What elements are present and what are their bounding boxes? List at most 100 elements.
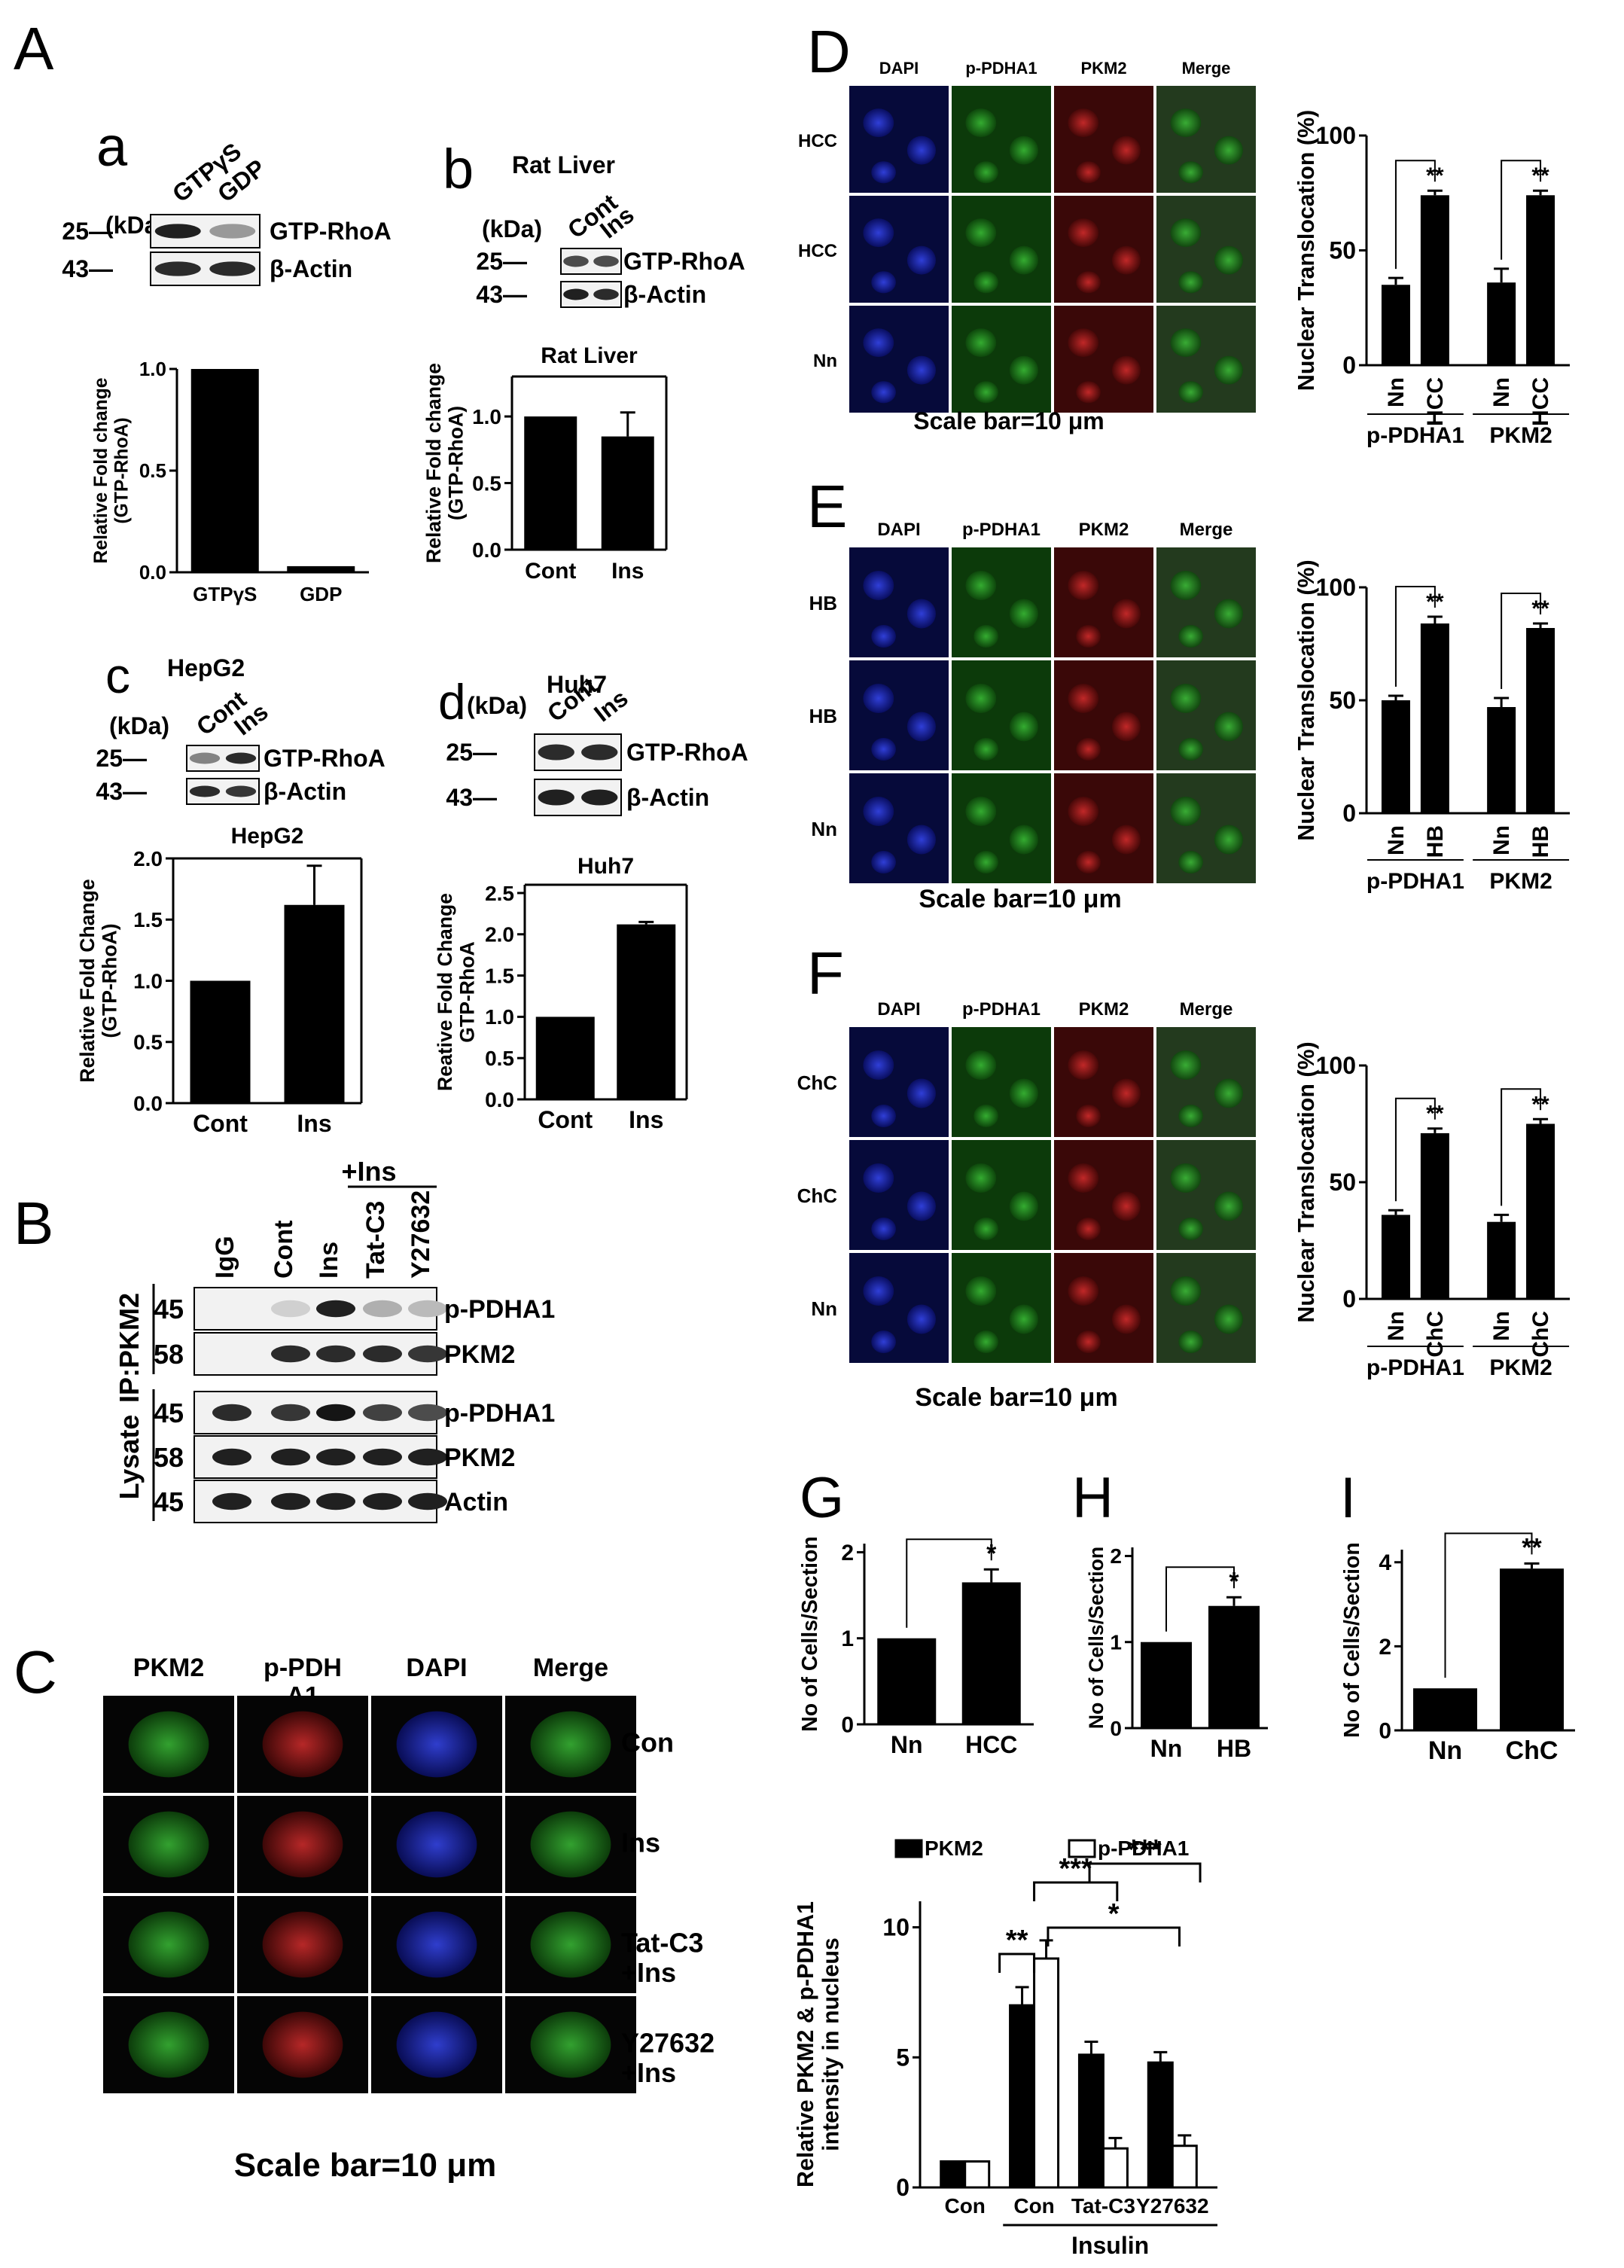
y-axis-label: Relative Fold change(GTP-RhoA) (91, 378, 132, 564)
x-tick-label: Nn (1489, 825, 1514, 855)
micro-cell (1111, 599, 1141, 629)
sig-bracket (1501, 160, 1542, 260)
y-axis-label: Relative Fold Change(GTP-RhoA) (76, 879, 120, 1082)
micro-cell (973, 161, 998, 184)
group-label: Insulin (1071, 2232, 1149, 2259)
micro-row-label: ChC (797, 1072, 838, 1094)
micro-cell (1111, 825, 1141, 855)
x-tick-label: Ins (629, 1106, 663, 1133)
blot-band (408, 1404, 447, 1422)
y-tick-label: 1.0 (485, 1005, 514, 1029)
micro-cell (262, 1811, 343, 1878)
x-tick-label: Nn (891, 1731, 923, 1758)
mw-marker: 58 (154, 1442, 184, 1473)
bar (1077, 2053, 1105, 2189)
lane-label: Y27632 (407, 1190, 435, 1279)
micro-cell (1170, 1163, 1202, 1193)
blot-band (271, 1345, 310, 1363)
bar (1413, 1688, 1477, 1730)
micro-cell (871, 1331, 896, 1353)
micro-tile (952, 1253, 1051, 1363)
micro-col-label: p-PDHA1 (962, 999, 1041, 1020)
micro-cell (1178, 738, 1203, 761)
micro-cell (530, 2011, 611, 2078)
y-axis-label: Relative PKM2 & p-PDHA1intensity in nucl… (793, 1901, 844, 2187)
micro-cell (1076, 271, 1101, 294)
blot-band (593, 288, 619, 300)
y-tick-label: 2.0 (133, 847, 163, 870)
y-tick-label: 1.5 (133, 908, 163, 931)
micro-cell (396, 1811, 477, 1878)
micro-cell (965, 684, 997, 713)
micro-col-label: Merge (1180, 999, 1233, 1020)
sig-marker: ** (1426, 163, 1444, 188)
micro-cell (396, 1711, 477, 1778)
chart-Aa: 0.0 0.5 1.0 Relative Fold change(GTP-RhoA) G… (91, 358, 369, 605)
bar (524, 416, 577, 550)
micro-cell (906, 245, 936, 275)
micro-cell (1009, 245, 1038, 275)
micro-cell (1068, 218, 1099, 248)
sig-bracket (1501, 1088, 1542, 1206)
blot-band (581, 789, 618, 806)
micro-row-label: HCC (798, 131, 837, 151)
sig-marker: ** (1531, 1092, 1549, 1117)
micro-tile (952, 196, 1051, 303)
bar (1526, 195, 1555, 365)
group-label: p-PDHA1 (1367, 423, 1464, 448)
mw-marker: 25— (476, 248, 527, 275)
micro-cell (1170, 684, 1202, 713)
chart-title: Rat Liver (541, 343, 638, 368)
scale-bar-label: Scale bar=10 μm (919, 885, 1121, 913)
micro-cell (871, 1218, 896, 1240)
micro-cell (965, 218, 997, 248)
chart-H: 0 1 2No of Cells/Section Nn HB * (1085, 1544, 1268, 1762)
blot-band (316, 1300, 355, 1318)
chart-I: 0 2 4 No of Cells/Section Nn ChC ** (1340, 1532, 1575, 1765)
micro-cell (973, 271, 998, 294)
micro-tile (1156, 306, 1256, 413)
legend-label: PKM2 (925, 1837, 983, 1860)
sig-bracket (1165, 1566, 1235, 1632)
sig-marker: ** (1426, 1102, 1444, 1126)
micro-cell (1009, 712, 1038, 742)
y-axis-label: Nuclear Translocation (%) (1293, 1041, 1319, 1322)
micro-cell (1068, 571, 1099, 600)
y-tick-label: 0 (841, 1713, 854, 1738)
sig-bracket (1394, 160, 1436, 270)
micro-row-label: HCC (798, 241, 837, 261)
micro-cell (1178, 161, 1203, 184)
micro-cell (965, 797, 997, 826)
sig-bracket (1394, 586, 1436, 687)
y-tick-label: 0.0 (485, 1088, 514, 1111)
y-tick-label: 5 (896, 2044, 910, 2071)
blot-band (209, 224, 256, 239)
micro-cell (1009, 1078, 1038, 1108)
lane-label: IgG (211, 1236, 239, 1279)
micro-cell (973, 851, 998, 873)
micro-cell (973, 738, 998, 761)
y-tick-label: 50 (1329, 1169, 1356, 1196)
bar (1033, 1957, 1060, 2189)
mw-marker: 43— (446, 784, 497, 811)
sig-marker: ** (1522, 1533, 1542, 1562)
y-tick-label: 2.0 (485, 923, 514, 947)
blot-band (363, 1492, 402, 1510)
blot-band (154, 224, 201, 239)
blot-band (316, 1345, 355, 1363)
y-tick-label: 0.5 (139, 459, 166, 482)
micro-cell (1170, 328, 1202, 358)
micro-cell (973, 1218, 998, 1240)
y-tick-label: 10 (882, 1914, 910, 1941)
chart-Ad: 0.0 0.5 1.0 1.5 2.0 2.5 Reative Fold ChangeGTP… (434, 854, 688, 1133)
sig-bracket (1088, 1862, 1202, 1882)
micro-row-label: Ins (621, 1828, 660, 1858)
y-tick-label: 0.5 (472, 471, 501, 495)
x-tick-label: Y27632 (1136, 2194, 1209, 2218)
micro-cell (262, 2011, 343, 2078)
y-tick-label: 1.5 (485, 964, 514, 987)
mw-marker: 43— (476, 281, 527, 308)
micro-col-label: DAPI (406, 1654, 467, 1682)
